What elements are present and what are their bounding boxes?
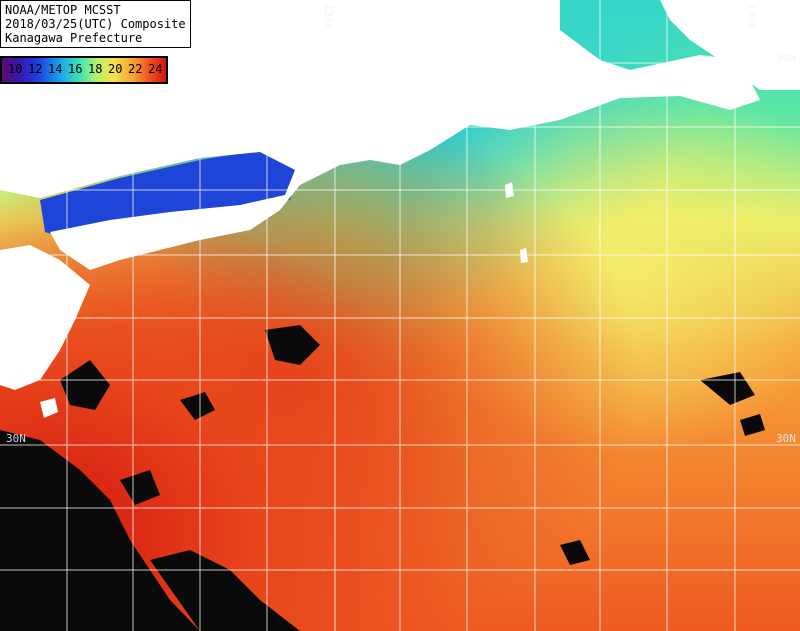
cloud-mask [0, 325, 765, 631]
legend-tick-labels: 10 12 14 16 18 20 22 24 [8, 62, 168, 76]
map-title-box: NOAA/METOP MCSST 2018/03/25(UTC) Composi… [0, 0, 191, 48]
kanto-landmass [660, 0, 800, 90]
honshu-landmass [0, 0, 760, 270]
legend-tick: 20 [108, 62, 123, 76]
latitude-label-30n-left: 30N [6, 432, 26, 445]
legend-tick: 24 [148, 62, 163, 76]
longitude-label-136e: 136E [322, 4, 335, 31]
cold-inland-sea [40, 150, 300, 240]
temperature-color-legend: 10 12 14 16 18 20 22 24 [0, 56, 168, 84]
legend-tick: 14 [48, 62, 63, 76]
longitude-label-140e: 140E [745, 4, 758, 31]
legend-tick: 22 [128, 62, 143, 76]
legend-tick: 18 [88, 62, 103, 76]
latitude-label-30n-right: 30N [776, 432, 796, 445]
island [40, 398, 58, 418]
legend-tick: 10 [8, 62, 23, 76]
map-title-date: 2018/03/25(UTC) Composite [5, 17, 186, 31]
legend-tick: 12 [28, 62, 43, 76]
latitude-label-36n: 36N [776, 52, 796, 65]
map-title-source: NOAA/METOP MCSST [5, 3, 121, 17]
legend-tick: 16 [68, 62, 83, 76]
map-title-region: Kanagawa Prefecture [5, 31, 143, 45]
